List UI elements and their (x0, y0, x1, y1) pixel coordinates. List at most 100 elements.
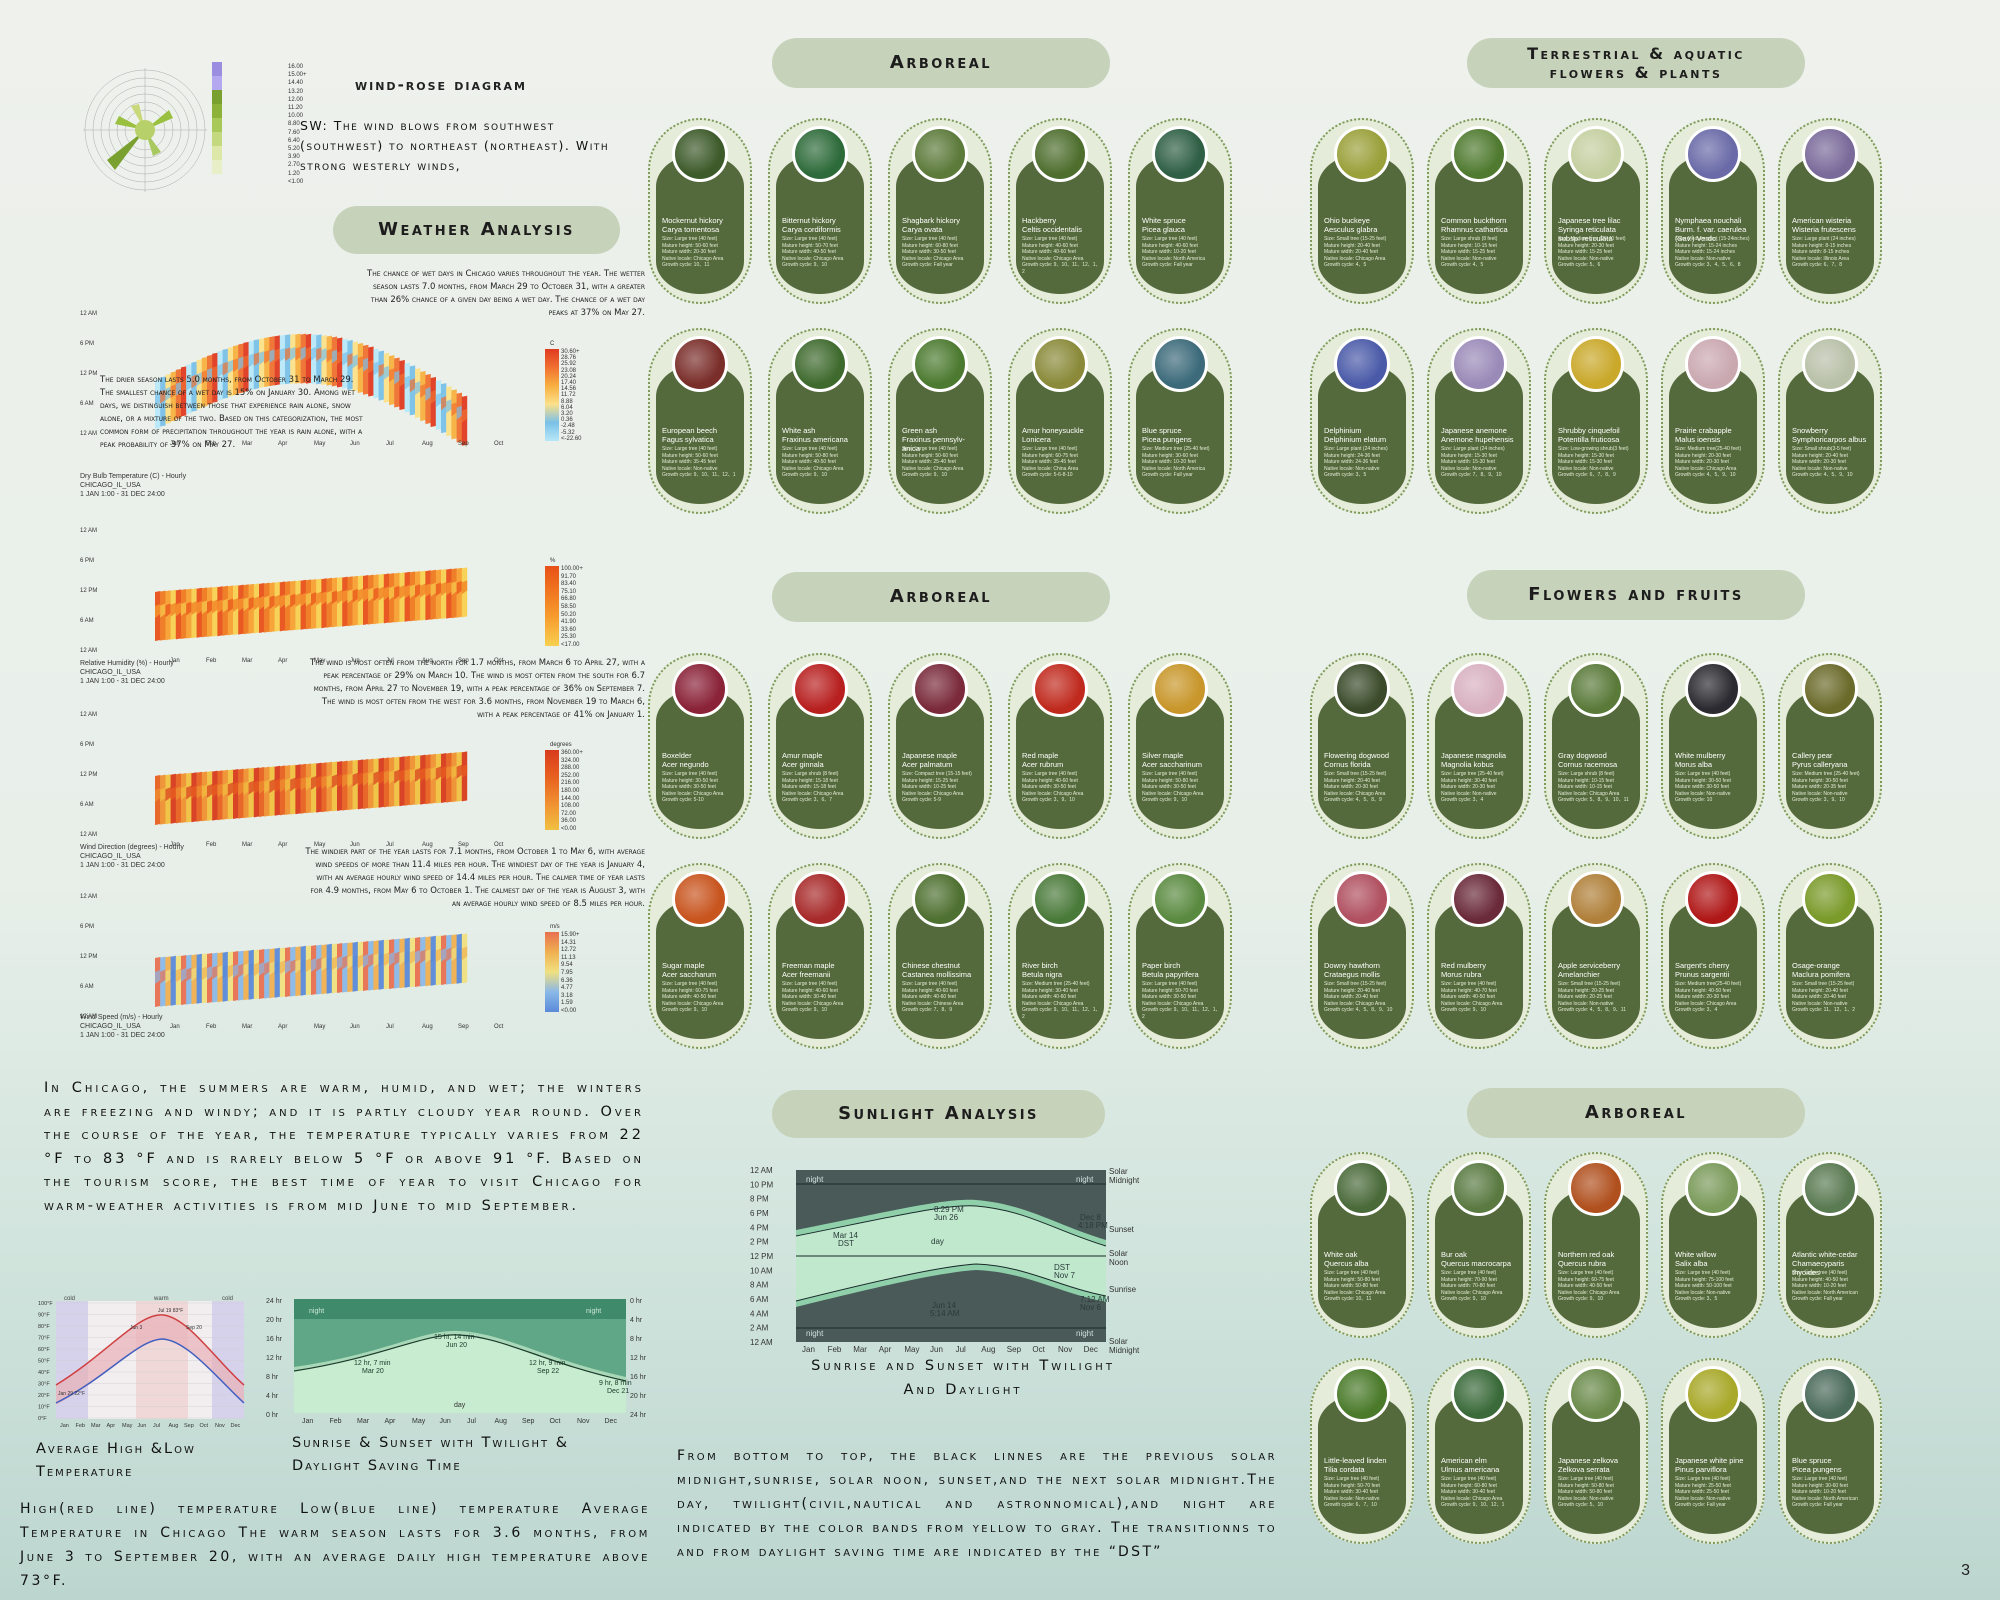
drier-season-text: The drier season lasts 5.0 months, from … (100, 375, 363, 450)
plant-info: Size: Large tree (40 feet) Mature height… (1324, 1476, 1380, 1509)
plant-photo (1334, 871, 1390, 927)
section-title: Arboreal (1467, 1088, 1805, 1138)
plant-card: Little-leaved linden Tilia cordata Size: … (1310, 1358, 1414, 1544)
plant-info: Size: Large tree (40 feet) Mature height… (662, 981, 724, 1014)
sunlight-analysis-title: Sunlight Analysis (772, 1090, 1105, 1138)
plant-photo (672, 661, 728, 717)
plant-info: Size: Large tree (40 feet) Mature height… (1792, 1476, 1858, 1509)
plant-card: Japanese white pine Pinus parviflora Size… (1661, 1358, 1765, 1544)
daylight-x-tick: Sep (522, 1418, 535, 1425)
plant-info: Size: Small shrub(3-5 feet) Mature heigh… (1792, 446, 1853, 479)
wind-rose-legend-label: 2.70 (288, 162, 300, 169)
month-tick-label: Sep (458, 441, 469, 447)
plant-name: Snowberry Symphoricarpos albus (1792, 426, 1867, 444)
sun-y-tick: 8 AM (750, 1281, 769, 1290)
legend-value: 66.80 (561, 596, 577, 603)
plant-info: Size: Large tree (40 feet) Mature height… (662, 446, 736, 479)
plant-photo (1451, 661, 1507, 717)
hour-tick-label: 6 AM (80, 618, 94, 624)
temp-y-tick: 60°F (38, 1347, 50, 1353)
legend-value: 25.92 (561, 361, 577, 368)
sun-annotation: Mar 14 (833, 1231, 858, 1240)
month-tick-label: Oct (494, 1024, 504, 1030)
wind-rose-legend-label: 10.00 (288, 113, 304, 120)
month-tick-label: Feb (206, 441, 217, 447)
plant-info: Size: Large tree (40 feet) Mature height… (902, 981, 964, 1014)
plant-name: Apple serviceberry Amelanchier (1558, 961, 1621, 979)
plant-name: Japanese white pine Pinus parviflora (1675, 1456, 1744, 1474)
daylight-x-tick: Nov (577, 1418, 590, 1425)
plant-name: White ash Fraxinus americana (782, 426, 848, 444)
plant-info: Size: Large tree (40 feet) Mature height… (1142, 236, 1206, 269)
hour-tick-label: 6 PM (80, 558, 94, 564)
plant-name: Green ash Fraxinus pennsylv-anica (902, 426, 965, 453)
plant-photo (1568, 661, 1624, 717)
plant-info: Size: Medium tree(25-40 feet) Mature hei… (1675, 446, 1742, 479)
plant-info: Size: Large tree (40 feet) Mature height… (1022, 446, 1079, 479)
plant-info: Size: Large tree (40 feet) Mature height… (1022, 236, 1101, 275)
sun-annotation: night (806, 1175, 824, 1184)
legend-value: 0.36 (561, 417, 573, 424)
wind-rose-legend-label: 1.20 (288, 170, 300, 177)
sun-annotation: Nov 7 (1054, 1271, 1075, 1280)
month-tick-label: May (314, 658, 325, 664)
legend-value: -2.48 (561, 423, 575, 430)
plant-name: Flowering dogwood Cornus florida (1324, 751, 1390, 769)
legend-value: 108.00 (561, 803, 580, 810)
wind-rose-legend-label: 12.00 (288, 96, 304, 103)
sun-x-tick: Sep (1007, 1345, 1022, 1354)
plant-photo (792, 126, 848, 182)
plant-info: Size: Large tree (40 feet) Mature height… (662, 771, 724, 804)
plant-info: Size: Large tree (40 feet) Mature height… (782, 236, 844, 269)
sunlight-chart: 12 AM 10 PM 8 PM 6 PM 4 PM 2 PM 12 PM 10 AM 8 AM… (750, 1166, 1140, 1355)
daylight-y-left: 8 hr (266, 1374, 279, 1381)
temp-annotation: Jul 19 83°F (158, 1308, 183, 1314)
plant-card: Flowering dogwood Cornus florida Size: Sm… (1310, 653, 1414, 839)
plant-card: Atlantic white-cedar Chamaecyparis thyoi… (1778, 1152, 1882, 1338)
caption-line: CHICAGO_IL_USA (80, 482, 141, 489)
hour-tick-label: 12 PM (80, 588, 97, 594)
sun-x-tick: May (904, 1345, 919, 1354)
plant-name: Blue spruce Picea pungens (1792, 1456, 1842, 1474)
hour-tick-label: 12 AM (80, 528, 97, 534)
daylight-x-tick: Aug (495, 1418, 508, 1425)
daylight-y-left: 0 hr (266, 1412, 279, 1419)
plant-card: European beech Fagus sylvatica Size: Larg… (648, 328, 752, 514)
plant-name: Common buckthorn Rhamnus cathartica (1441, 216, 1508, 234)
plant-photo (1802, 336, 1858, 392)
plant-card: Amur honeysuckle Lonicera Size: Large tre… (1008, 328, 1112, 514)
daylight-y-left: 24 hr (266, 1298, 283, 1305)
legend-value: 17.40 (561, 380, 577, 386)
plant-card: Shrubby cinquefoil Potentilla fruticosa S… (1544, 328, 1648, 514)
caption-line: 1 JAN 1:00 - 31 DEC 24:00 (80, 678, 165, 685)
plant-info: Size: Medium plant (15-24inches) Mature … (1675, 236, 1750, 269)
legend-value: 252.00 (561, 772, 580, 779)
plant-photo (792, 336, 848, 392)
plant-photo (1334, 336, 1390, 392)
month-tick-label: Oct (494, 842, 504, 848)
weather-analysis-title: Weather Analysis (333, 206, 620, 254)
plant-info: Size: Large tree (40 feet) Mature height… (1142, 981, 1221, 1020)
plant-info: Size: Medium tree (25-40 feet) Mature he… (1792, 771, 1860, 804)
hour-tick-label: 6 AM (80, 984, 94, 990)
sun-x-tick: Jul (956, 1345, 966, 1354)
plant-card: Sargent's cherry Prunus sargentii Size: M… (1661, 863, 1765, 1049)
legend-value: 180.00 (561, 788, 580, 794)
plant-photo (672, 871, 728, 927)
sun-annotation: Nov 6 (1080, 1303, 1101, 1312)
plant-photo (792, 661, 848, 717)
plant-card: Japanese maple Acer palmatum Size: Compac… (888, 653, 992, 839)
weather-plot-1: JanFebMarAprMayJunJulAugSepOctNovDec12 A… (80, 275, 577, 455)
temp-y-tick: 10°F (38, 1405, 50, 1411)
page-number: 3 (1961, 1562, 1970, 1579)
plant-info: Size: Large tree (40 feet) Mature height… (1675, 1476, 1731, 1509)
plant-name: Bur oak Quercus macrocarpa (1441, 1250, 1512, 1268)
sun-annotation: night (806, 1329, 824, 1338)
daylight-chart: 24 hr 20 hr 16 hr 12 hr 8 hr 4 hr 0 hr 0 hr 4 hr… (266, 1298, 647, 1425)
sun-annotation: Jun 26 (934, 1213, 959, 1222)
plant-card: White mulberry Morus alba Size: Large tre… (1661, 653, 1765, 839)
month-tick-label: Feb (206, 658, 217, 664)
caption-line: CHICAGO_IL_USA (80, 669, 141, 676)
plant-card: White willow Salix alba Size: Large tree … (1661, 1152, 1765, 1338)
month-tick-label: Mar (242, 658, 252, 664)
